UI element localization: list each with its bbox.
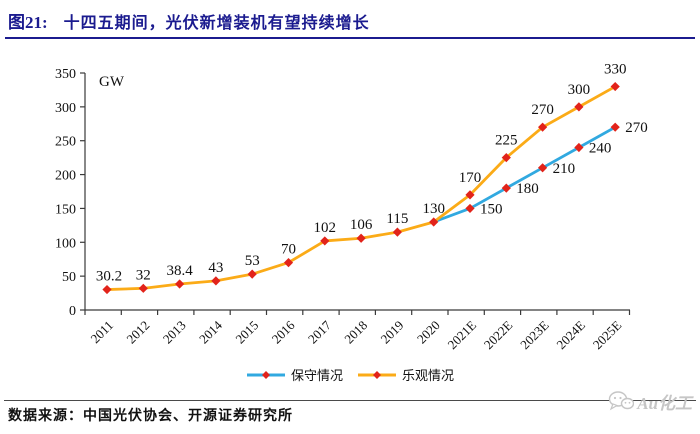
x-axis-ticks: 2011 2012 2013 2014 2015 2016 2017 2018 2019 2020… <box>84 310 631 352</box>
data-label: 70 <box>281 242 296 258</box>
svg-text:150: 150 <box>55 202 76 217</box>
data-label: 240 <box>589 140 612 156</box>
x-axis-label: 2016 <box>269 317 298 346</box>
svg-text:200: 200 <box>55 169 76 184</box>
svg-text:50: 50 <box>62 270 76 285</box>
data-label: 225 <box>495 133 518 149</box>
data-label: 170 <box>459 170 482 186</box>
data-label: 43 <box>208 260 223 276</box>
title-underline <box>5 37 695 39</box>
legend: 保守情况 乐观情况 <box>247 368 454 383</box>
data-labels: 150 180 210 240 270 30.2 32 38.4 43 53 70 102 106 115… <box>96 62 648 285</box>
svg-text:100: 100 <box>55 236 76 251</box>
x-axis-label: 2025E <box>590 317 625 352</box>
data-label: 30.2 <box>96 269 122 285</box>
data-label: 102 <box>314 220 337 236</box>
x-axis-label: 2013 <box>160 318 189 347</box>
x-axis-label: 2015 <box>232 318 261 347</box>
legend-label: 保守情况 <box>291 368 343 383</box>
data-label: 53 <box>245 253 260 269</box>
footer-divider <box>4 400 696 401</box>
x-axis-label: 2020 <box>414 318 443 347</box>
data-label: 210 <box>553 161 576 177</box>
x-axis-label: 2014 <box>196 317 225 346</box>
line-chart: 0 50 100 150 200 250 300 350 2011 2012 2013 2014 201… <box>0 45 700 397</box>
figure-header: 图21: 十四五期间，光伏新增装机有望持续增长 <box>8 8 692 33</box>
x-axis-label: 2011 <box>87 318 116 347</box>
axes <box>84 73 630 311</box>
svg-text:250: 250 <box>55 135 76 150</box>
x-axis-label: 2021E <box>445 317 480 352</box>
svg-text:300: 300 <box>55 101 76 116</box>
data-label: 106 <box>350 217 373 233</box>
y-axis-unit-label: GW <box>99 74 125 90</box>
svg-text:0: 0 <box>69 304 76 319</box>
x-axis-label: 2022E <box>481 317 516 352</box>
data-label: 32 <box>136 267 151 283</box>
data-source-text: 数据来源：中国光伏协会、开源证券研究所 <box>8 409 293 424</box>
brand-watermark-text: Au化工 <box>637 393 692 413</box>
svg-text:350: 350 <box>55 67 76 82</box>
brand-watermark: Au化工 <box>608 388 692 414</box>
data-label: 150 <box>480 201 503 217</box>
x-axis-label: 2017 <box>305 317 334 346</box>
data-label: 330 <box>604 62 627 78</box>
figure-title: 十四五期间，光伏新增装机有望持续增长 <box>63 15 370 32</box>
data-label: 115 <box>386 211 408 227</box>
figure-number-label: 图21: <box>8 13 48 32</box>
y-axis-ticks: 0 50 100 150 200 250 300 350 <box>55 67 85 319</box>
x-axis-label: 2018 <box>341 318 370 347</box>
x-axis-label: 2024E <box>553 317 588 352</box>
data-label: 180 <box>516 181 539 197</box>
data-label: 270 <box>625 120 648 136</box>
legend-label: 乐观情况 <box>402 368 454 383</box>
data-label: 300 <box>568 82 591 98</box>
series-line-conservative <box>433 125 616 224</box>
x-axis-label: 2019 <box>378 318 407 347</box>
data-label: 38.4 <box>166 263 193 279</box>
data-label: 270 <box>531 102 554 118</box>
wechat-icon <box>608 390 635 412</box>
data-label: 130 <box>422 201 445 217</box>
x-axis-label: 2023E <box>517 317 552 352</box>
x-axis-label: 2012 <box>123 318 152 347</box>
